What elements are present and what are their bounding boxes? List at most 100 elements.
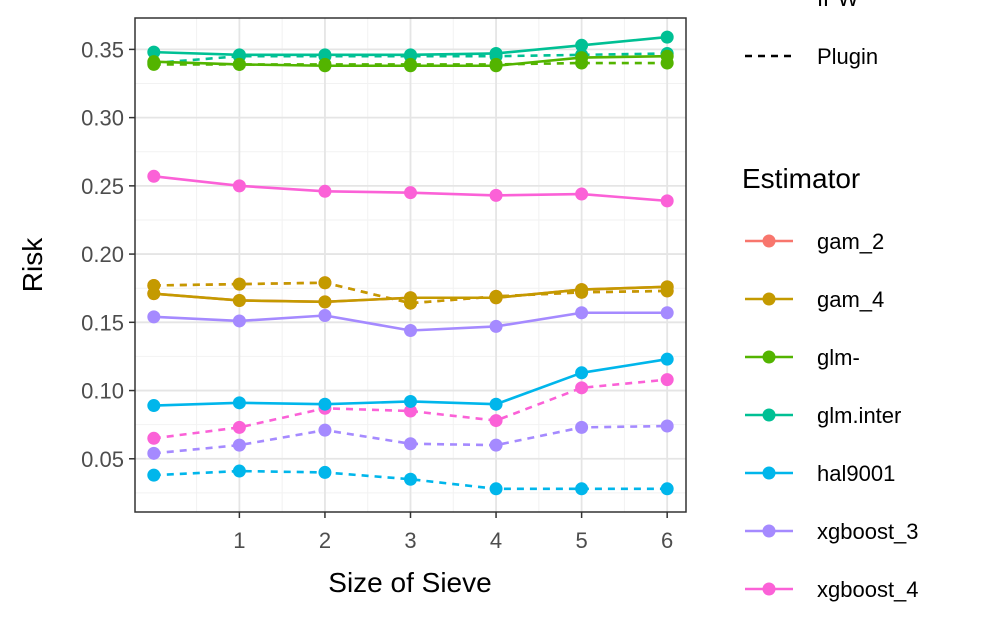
legend-label-gam-2: gam_2 [817, 229, 884, 254]
series-hal9001-plugin-point [660, 482, 674, 496]
series-hal9001-ipw-point [575, 366, 589, 380]
y-axis-title: Risk [17, 237, 48, 292]
series-xgboost-3-plugin-point [404, 437, 417, 451]
series-glm--plugin-point [232, 57, 246, 71]
series-gam-4-plugin [147, 276, 674, 310]
series-xgboost-4-ipw-point [660, 194, 674, 208]
series-xgboost-3-plugin-point [232, 438, 246, 452]
series-hal9001-plugin-point [404, 472, 417, 486]
series-gam-4-plugin-point [232, 277, 246, 291]
y-tick-label: 0.25 [81, 174, 124, 199]
series-gam-4-plugin-point [575, 285, 589, 299]
series-hal9001-plugin-point [232, 464, 246, 478]
series-xgboost-3-plugin [147, 419, 674, 460]
series-xgboost-3-ipw-point [147, 310, 161, 324]
series-xgboost-3-ipw [147, 306, 674, 338]
grid [135, 18, 686, 512]
legend-key-gam-4-point [762, 292, 776, 306]
legend-key-glm--point [762, 350, 776, 364]
series-hal9001-ipw-point [489, 397, 503, 411]
series-xgboost-3-ipw-point [660, 306, 674, 320]
x-axis-title: Size of Sieve [328, 567, 491, 598]
series-xgboost-4-plugin-point [489, 414, 503, 428]
series-xgboost-3-plugin-point [318, 423, 332, 437]
series-glm-inter-ipw-point [147, 45, 161, 59]
legend-title: Estimator [742, 163, 860, 194]
series-hal9001-plugin-point [318, 465, 332, 479]
axes: 1 2 3 4 5 6 0.05 0.10 0.15 0.20 0.25 0.30 0.35 [81, 37, 673, 553]
series-glm-inter-ipw-point [660, 30, 674, 44]
series-xgboost-4-ipw-point [318, 184, 332, 198]
series-gam-4-plugin-point [660, 284, 674, 298]
series-gam-4-plugin-point [489, 289, 503, 303]
legend-linetype-ipw-label: IPW [817, 0, 859, 11]
series-glm--plugin-point [318, 57, 332, 71]
legend-key-glm-inter-point [762, 408, 776, 422]
series-xgboost-3-plugin-point [147, 446, 161, 460]
series-glm--plugin-point [404, 57, 417, 71]
series-gam-4-plugin-point [318, 276, 332, 290]
series-hal9001-ipw-point [404, 394, 417, 408]
legend-key-xgboost-4-point [762, 582, 776, 596]
series-xgboost-4-plugin-point [147, 431, 161, 445]
legend-label-hal9001: hal9001 [817, 461, 895, 486]
series-xgboost-4-ipw-point [404, 186, 417, 200]
series-xgboost-4-plugin-point [404, 404, 417, 418]
series-xgboost-3-ipw-point [575, 306, 589, 320]
legend-label-glm-inter: glm.inter [817, 403, 901, 428]
series-hal9001-plugin-point [489, 482, 503, 496]
y-tick-label: 0.30 [81, 106, 124, 131]
x-tick-label: 4 [490, 528, 502, 553]
y-tick-label: 0.35 [81, 37, 124, 62]
series-glm--plugin-point [575, 56, 589, 70]
plot-series [147, 30, 674, 496]
legend-label-gam-4: gam_4 [817, 287, 884, 312]
legend-key-gam-2-point [762, 234, 776, 248]
series-glm-inter-ipw-point [575, 38, 589, 52]
series-gam-4-plugin-point [147, 278, 161, 292]
series-xgboost-3-plugin-point [660, 419, 674, 433]
x-tick-label: 5 [575, 528, 587, 553]
y-tick-label: 0.05 [81, 447, 124, 472]
series-xgboost-4-plugin-point [232, 420, 246, 434]
legend: IPW Plugin Estimator gam_2 gam_4 glm-glm.inte… [742, 0, 919, 602]
series-hal9001-ipw-point [318, 397, 332, 411]
x-tick-label: 6 [661, 528, 673, 553]
series-hal9001-plugin-point [575, 482, 589, 496]
series-glm--plugin-point [660, 56, 674, 70]
series-xgboost-4-ipw-point [232, 179, 246, 193]
series-xgboost-4-ipw [147, 169, 674, 208]
legend-key-xgboost-3-point [762, 524, 776, 538]
series-xgboost-3-ipw-point [489, 319, 503, 333]
series-xgboost-3-ipw-point [404, 324, 417, 338]
series-glm--plugin-point [489, 57, 503, 71]
series-glm--plugin [147, 56, 674, 71]
x-tick-label: 1 [233, 528, 245, 553]
series-xgboost-4-plugin-point [575, 381, 589, 395]
series-xgboost-3-plugin-point [489, 438, 503, 452]
series-xgboost-4-plugin-point [660, 373, 674, 387]
series-hal9001-ipw-point [232, 396, 246, 410]
x-tick-label: 3 [404, 528, 416, 553]
series-hal9001-ipw-point [147, 399, 161, 413]
series-xgboost-4-ipw-point [489, 188, 503, 202]
series-xgboost-3-plugin-point [575, 420, 589, 434]
legend-linetype-plugin-label: Plugin [817, 44, 878, 69]
series-gam-4-ipw-point [318, 295, 332, 309]
series-gam-4-plugin-point [404, 296, 417, 310]
series-xgboost-3-ipw-point [318, 308, 332, 322]
series-gam-4-ipw-point [232, 293, 246, 307]
series-hal9001-plugin-point [147, 468, 161, 482]
series-hal9001-ipw-point [660, 352, 674, 366]
y-tick-label: 0.10 [81, 379, 124, 404]
series-hal9001-ipw [147, 352, 674, 413]
x-tick-label: 2 [319, 528, 331, 553]
series-glm--plugin-point [147, 57, 161, 71]
series-xgboost-4-plugin [147, 373, 674, 445]
series-xgboost-4-ipw-point [575, 187, 589, 201]
series-xgboost-3-ipw-point [232, 314, 246, 328]
legend-key-hal9001-point [762, 466, 776, 480]
legend-label-glm-: glm- [817, 345, 860, 370]
